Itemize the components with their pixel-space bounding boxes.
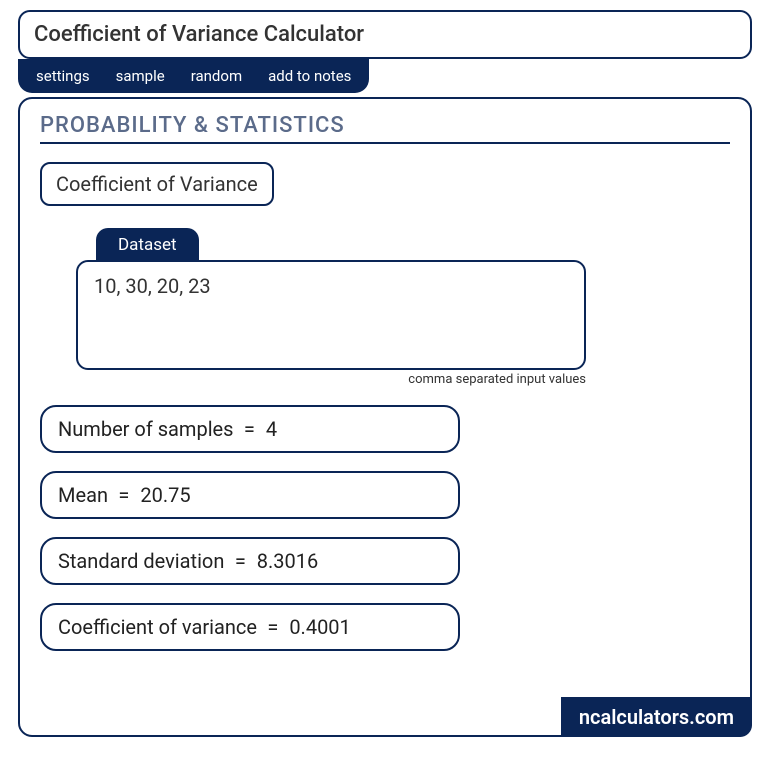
dataset-hint: comma separated input values [76,372,586,387]
dataset-tab-label: Dataset [96,228,199,262]
tab-add-to-notes[interactable]: add to notes [268,67,351,85]
section-heading: PROBABILITY & STATISTICS [40,113,730,144]
tab-settings[interactable]: settings [36,67,90,85]
equals-sign: = [229,549,251,573]
brand-badge[interactable]: ncalculators.com [561,697,752,737]
result-sample-count: Number of samples = 4 [40,405,460,453]
result-label: Mean [58,483,108,507]
result-mean: Mean = 20.75 [40,471,460,519]
calculator-panel: PROBABILITY & STATISTICS Coefficient of … [18,97,752,737]
result-label: Number of samples [58,417,234,441]
tab-random[interactable]: random [191,67,242,85]
dataset-group: Dataset 10, 30, 20, 23 comma separated i… [76,228,586,387]
result-label: Coefficient of variance [58,615,257,639]
equals-sign: = [238,417,260,441]
dataset-input[interactable]: 10, 30, 20, 23 [76,260,586,370]
page-title: Coefficient of Variance Calculator [18,10,752,59]
equals-sign: = [262,615,284,639]
tab-strip: settings sample random add to notes [18,59,369,93]
result-value: 0.4001 [289,615,350,639]
tab-sample[interactable]: sample [116,67,165,85]
result-value: 4 [266,417,277,441]
result-label: Standard deviation [58,549,224,573]
calculator-subtitle: Coefficient of Variance [40,162,274,206]
result-value: 8.3016 [257,549,318,573]
result-value: 20.75 [140,483,190,507]
result-std-dev: Standard deviation = 8.3016 [40,537,460,585]
equals-sign: = [113,483,135,507]
result-coefficient-of-variance: Coefficient of variance = 0.4001 [40,603,460,651]
